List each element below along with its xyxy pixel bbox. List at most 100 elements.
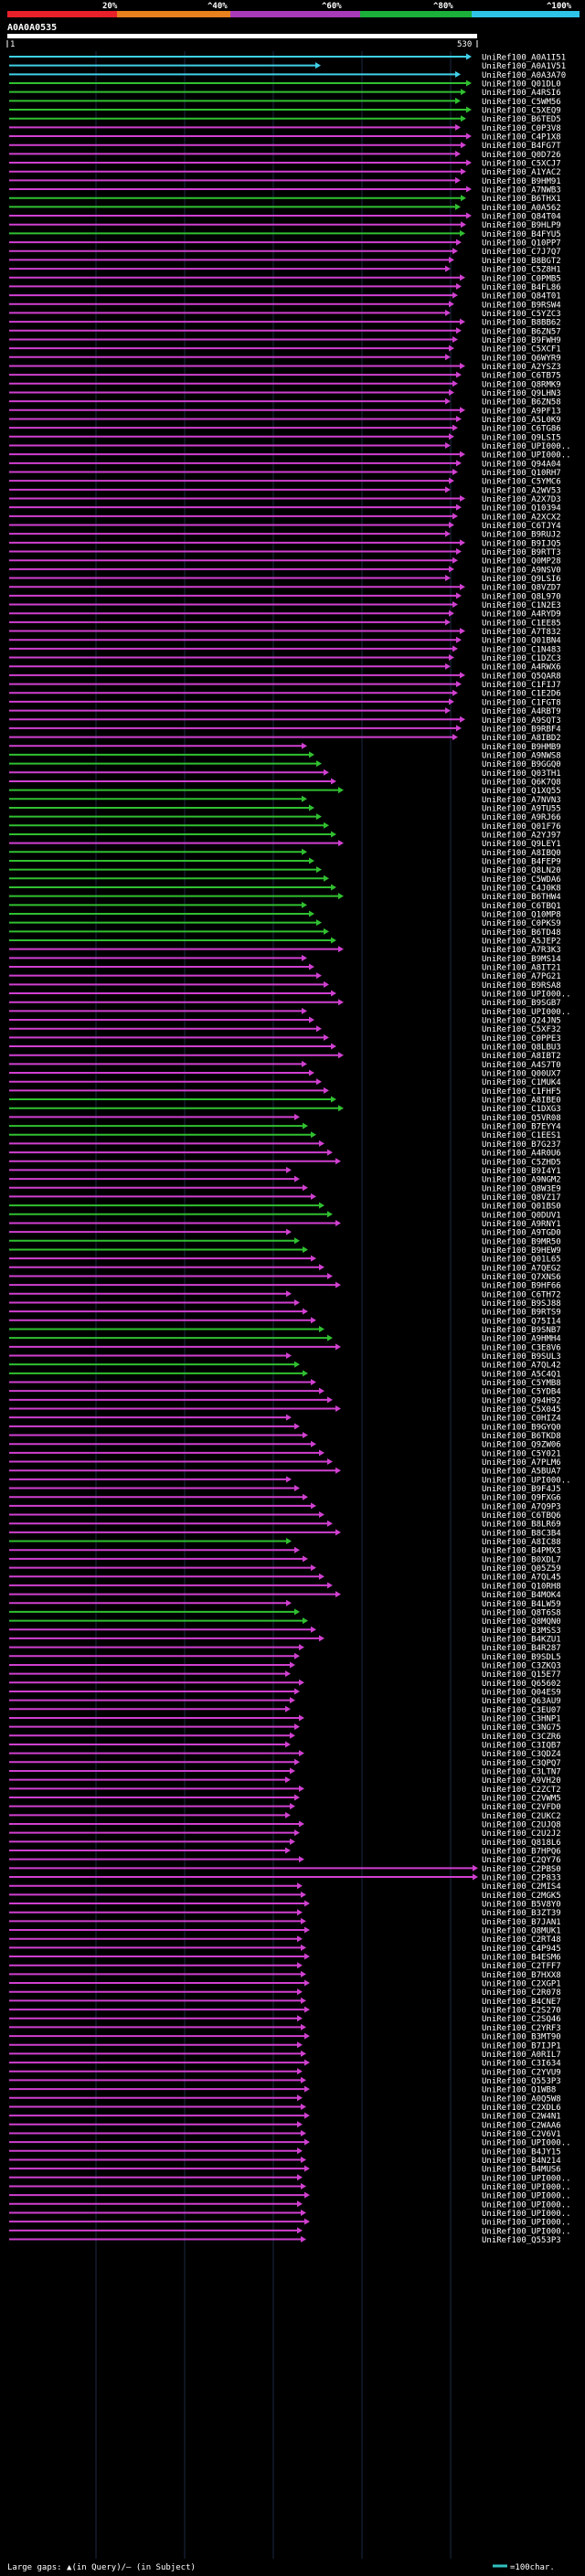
hit-row[interactable]: UniRef100_Q5VR08 (9, 1113, 561, 1123)
hit-label[interactable]: UniRef100_B9MR50 (482, 1237, 561, 1246)
hit-row[interactable]: UniRef100_B9GGQ0 (9, 760, 561, 769)
hit-row[interactable]: UniRef100_UPI000.. (9, 451, 571, 461)
hit-row[interactable]: UniRef100_B9HEW9 (9, 1246, 561, 1256)
hit-row[interactable]: UniRef100_B8BGT2 (9, 256, 561, 266)
hit-label[interactable]: UniRef100_Q10394 (482, 504, 561, 514)
hit-row[interactable]: UniRef100_C2XDL6 (9, 2103, 561, 2113)
hit-row[interactable]: UniRef100_C3NG75 (9, 1723, 561, 1733)
hit-label[interactable]: UniRef100_Q10PP7 (482, 239, 561, 249)
hit-label[interactable]: UniRef100_C5WDA6 (482, 875, 561, 885)
hit-label[interactable]: UniRef100_A8IT21 (482, 964, 561, 973)
hit-label[interactable]: UniRef100_UPI000.. (482, 2183, 571, 2192)
hit-row[interactable]: UniRef100_Q8RMK9 (9, 380, 561, 389)
hit-label[interactable]: UniRef100_C3I634 (482, 2060, 561, 2069)
hit-row[interactable]: UniRef100_UPI000.. (9, 2138, 571, 2148)
hit-row[interactable]: UniRef100_B0XDL7 (9, 1555, 561, 1564)
hit-label[interactable]: UniRef100_C3ZKQ3 (482, 1661, 561, 1670)
hit-label[interactable]: UniRef100_Q6WYR9 (482, 354, 561, 363)
hit-row[interactable]: UniRef100_UPI000.. (9, 441, 571, 451)
hit-label[interactable]: UniRef100_C1DZC3 (482, 654, 561, 663)
hit-label[interactable]: UniRef100_A2YSZ3 (482, 363, 561, 372)
hit-label[interactable]: UniRef100_A2WV53 (482, 486, 561, 495)
hit-row[interactable]: UniRef100_B9MR50 (9, 1237, 561, 1246)
hit-row[interactable]: UniRef100_B9SUL3 (9, 1352, 561, 1362)
hit-label[interactable]: UniRef100_Q01BS0 (482, 1203, 561, 1212)
hit-row[interactable]: UniRef100_C1DXG3 (9, 1105, 561, 1114)
hit-label[interactable]: UniRef100_B7HXX8 (482, 1971, 561, 1980)
hit-row[interactable]: UniRef100_C5ZHD5 (9, 1158, 561, 1167)
hit-label[interactable]: UniRef100_B3ZT39 (482, 1909, 561, 1918)
hit-label[interactable]: UniRef100_C5Z8H1 (482, 266, 561, 275)
hit-label[interactable]: UniRef100_A0A1V51 (482, 62, 566, 71)
hit-label[interactable]: UniRef100_B5V8Y0 (482, 1901, 561, 1910)
hit-row[interactable]: UniRef100_B9IJQ5 (9, 539, 561, 548)
hit-row[interactable]: UniRef100_Q10PP7 (9, 239, 561, 249)
hit-row[interactable]: UniRef100_A4RSI6 (9, 89, 561, 98)
hit-row[interactable]: UniRef100_C0PPE3 (9, 1034, 561, 1044)
hit-row[interactable]: UniRef100_A9NGM2 (9, 1175, 561, 1185)
hit-label[interactable]: UniRef100_UPI000.. (482, 2174, 571, 2183)
hit-row[interactable]: UniRef100_B6ZN58 (9, 398, 561, 408)
hit-row[interactable]: UniRef100_A2X7D3 (9, 495, 561, 504)
hit-label[interactable]: UniRef100_C1FGT8 (482, 698, 561, 707)
hit-label[interactable]: UniRef100_A4RSI6 (482, 89, 561, 98)
hit-row[interactable]: UniRef100_B3MSS3 (9, 1626, 561, 1636)
hit-row[interactable]: UniRef100_B9RSA8 (9, 981, 561, 991)
hit-row[interactable]: UniRef100_B6TED5 (9, 115, 561, 124)
hit-row[interactable]: UniRef100_C5XCF1 (9, 345, 561, 355)
hit-row[interactable]: UniRef100_C2YVU9 (9, 2068, 561, 2077)
hit-label[interactable]: UniRef100_UPI000.. (482, 451, 571, 461)
hit-row[interactable]: UniRef100_C0P3V8 (9, 123, 561, 133)
hit-label[interactable]: UniRef100_Q0D726 (482, 151, 561, 160)
hit-row[interactable]: UniRef100_Q553P3 (9, 2076, 561, 2086)
hit-label[interactable]: UniRef100_C3CZR6 (482, 1733, 561, 1742)
hit-label[interactable]: UniRef100_C2VWM5 (482, 1794, 561, 1803)
hit-label[interactable]: UniRef100_Q01DL0 (482, 80, 561, 90)
hit-row[interactable]: UniRef100_B9F4J5 (9, 1485, 561, 1494)
hit-label[interactable]: UniRef100_B9RBF4 (482, 725, 561, 734)
hit-row[interactable]: UniRef100_Q01BN4 (9, 636, 561, 646)
hit-row[interactable]: UniRef100_B9HLP9 (9, 221, 561, 230)
hit-label[interactable]: UniRef100_A7T832 (482, 628, 561, 637)
hit-row[interactable]: UniRef100_Q65602 (9, 1679, 561, 1689)
hit-label[interactable]: UniRef100_UPI000.. (482, 1476, 571, 1485)
hit-row[interactable]: UniRef100_A1YAC2 (9, 168, 561, 177)
hit-label[interactable]: UniRef100_Q8MUK1 (482, 1927, 561, 1936)
hit-label[interactable]: UniRef100_B9I4Y1 (482, 1167, 561, 1176)
hit-row[interactable]: UniRef100_C2UJQ8 (9, 1820, 561, 1830)
hit-row[interactable]: UniRef100_C3ZKQ3 (9, 1661, 561, 1670)
hit-label[interactable]: UniRef100_A9NWS8 (482, 751, 561, 760)
hit-label[interactable]: UniRef100_A8IBT2 (482, 1052, 561, 1061)
hit-row[interactable]: UniRef100_A2WV53 (9, 486, 561, 495)
hit-label[interactable]: UniRef100_C5XF32 (482, 1025, 561, 1034)
hit-label[interactable]: UniRef100_Q05Z59 (482, 1564, 561, 1574)
hit-label[interactable]: UniRef100_C2UJQ8 (482, 1821, 561, 1830)
hit-label[interactable]: UniRef100_A9TU55 (482, 804, 561, 813)
hit-row[interactable]: UniRef100_A8IC88 (9, 1538, 561, 1547)
hit-row[interactable]: UniRef100_A8IBD2 (9, 734, 561, 743)
hit-label[interactable]: UniRef100_C3LTN7 (482, 1767, 561, 1776)
hit-row[interactable]: UniRef100_C5WDA6 (9, 875, 561, 885)
hit-row[interactable]: UniRef100_Q9LSI5 (9, 433, 561, 442)
hit-label[interactable]: UniRef100_C2S270 (482, 2007, 561, 2016)
hit-row[interactable]: UniRef100_A9TU55 (9, 804, 561, 813)
hit-row[interactable]: UniRef100_B9MS14 (9, 954, 561, 964)
hit-row[interactable]: UniRef100_Q10RH8 (9, 1582, 561, 1591)
hit-row[interactable]: UniRef100_B9SJ88 (9, 1299, 561, 1309)
hit-row[interactable]: UniRef100_C5X045 (9, 1405, 561, 1415)
hit-label[interactable]: UniRef100_C5YDB4 (482, 1388, 561, 1397)
hit-row[interactable]: UniRef100_B6THW4 (9, 893, 561, 902)
hit-label[interactable]: UniRef100_C1N2E3 (482, 601, 561, 610)
hit-row[interactable]: UniRef100_A8IBE0 (9, 1096, 561, 1106)
hit-label[interactable]: UniRef100_B3MSS3 (482, 1627, 561, 1636)
hit-label[interactable]: UniRef100_C2SQ46 (482, 2015, 561, 2024)
hit-label[interactable]: UniRef100_A8IC88 (482, 1538, 561, 1547)
hit-label[interactable]: UniRef100_A8IBE0 (482, 1097, 561, 1106)
hit-label[interactable]: UniRef100_C3QPQ7 (482, 1759, 561, 1768)
hit-row[interactable]: UniRef100_C1EE85 (9, 619, 561, 628)
hit-row[interactable]: UniRef100_Q15E77 (9, 1670, 561, 1680)
hit-row[interactable]: UniRef100_A0Q5W8 (9, 2094, 561, 2104)
hit-row[interactable]: UniRef100_B8LR69 (9, 1520, 561, 1530)
hit-row[interactable]: UniRef100_Q9ZW06 (9, 1440, 561, 1450)
hit-row[interactable]: UniRef100_UPI000.. (9, 2227, 571, 2236)
